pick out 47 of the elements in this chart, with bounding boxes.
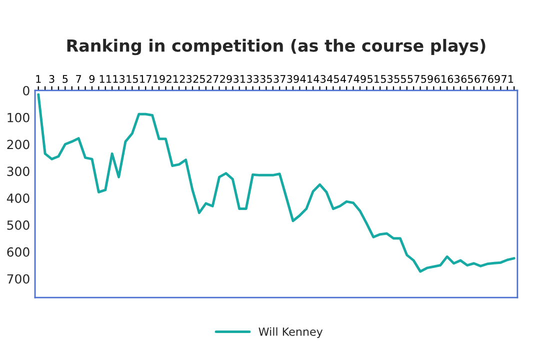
line-series <box>37 93 516 273</box>
y-tick-label: 200 <box>7 140 30 150</box>
x-tick-label: 29 <box>220 75 232 83</box>
x-tick-label: 17 <box>140 75 152 83</box>
y-tick-label: 100 <box>8 112 30 122</box>
x-tick-label: 15 <box>126 75 138 83</box>
x-tick-label: 45 <box>327 75 339 83</box>
x-tick-label: 27 <box>206 75 218 83</box>
chart-title: Ranking in competition (as the course plays) <box>67 38 486 56</box>
x-tick-label: 21 <box>166 75 178 83</box>
x-tick-label: 57 <box>408 75 420 83</box>
x-tick-label: 5 <box>62 75 68 83</box>
x-tick-label: 41 <box>300 75 312 83</box>
x-tick-label: 3 <box>49 75 54 83</box>
x-tick-label: 55 <box>394 75 406 83</box>
x-tick-label: 31 <box>234 75 246 83</box>
x-tick-label: 25 <box>193 75 205 83</box>
x-tick-label: 59 <box>421 75 433 83</box>
x-tick-label: 13 <box>113 75 125 83</box>
x-tick-label: 1 <box>36 75 41 83</box>
x-tick-label: 37 <box>274 75 286 83</box>
y-tick-label: 300 <box>7 166 30 176</box>
x-tick-label: 35 <box>260 75 272 83</box>
y-tick-label: 500 <box>7 220 30 230</box>
x-tick-label: 33 <box>246 75 259 83</box>
x-tick-label: 49 <box>354 75 366 83</box>
x-tick-label: 7 <box>76 75 82 83</box>
x-tick-label: 51 <box>368 75 380 83</box>
x-tick-label: 53 <box>380 75 393 83</box>
x-tick-label: 67 <box>474 75 486 83</box>
x-tick-label: 71 <box>502 75 514 83</box>
x-tick-label: 11 <box>100 75 112 83</box>
x-tick-label: 23 <box>180 75 192 83</box>
x-tick-label: 47 <box>340 75 352 83</box>
legend-label: Will Kenney <box>258 327 323 338</box>
x-tick-label: 61 <box>434 75 446 83</box>
x-tick-label: 63 <box>448 75 460 83</box>
x-tick-label: 65 <box>461 75 473 83</box>
y-tick-label: 700 <box>7 274 30 284</box>
y-tick-label: 0 <box>23 86 30 96</box>
x-tick-label: 9 <box>89 75 95 83</box>
x-tick-label: 39 <box>287 75 299 83</box>
x-tick-label: 43 <box>314 75 326 83</box>
x-tick-label: 19 <box>154 75 165 83</box>
y-tick-label: 600 <box>7 247 30 257</box>
x-tick-label: 69 <box>488 75 500 83</box>
y-tick-label: 400 <box>6 194 30 203</box>
